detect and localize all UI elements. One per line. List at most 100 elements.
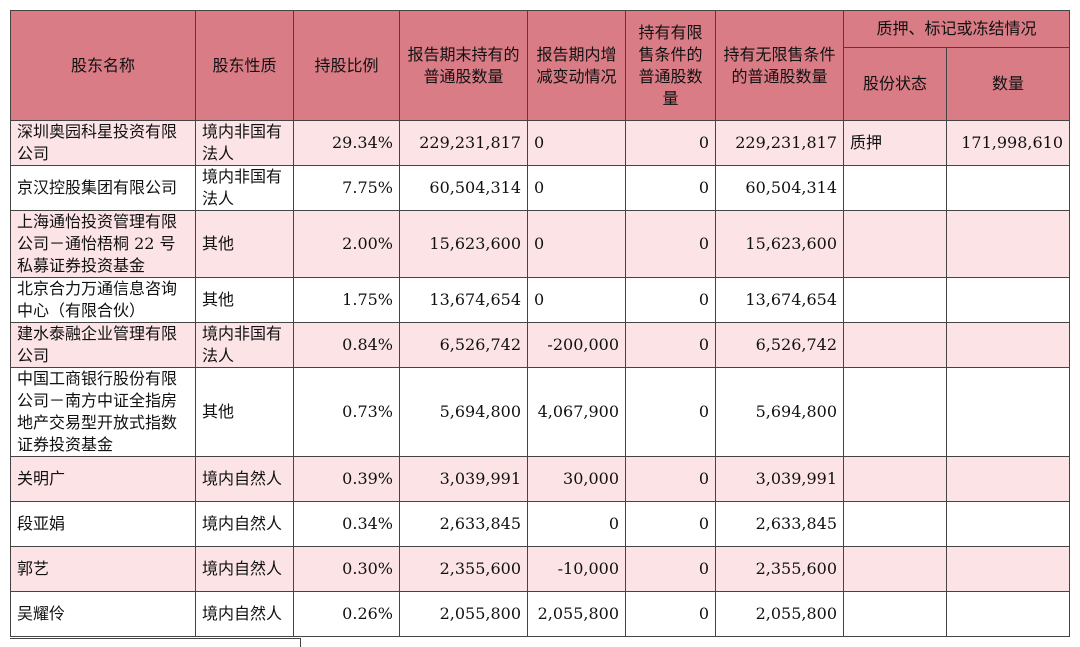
cell-ratio: 0.84% <box>293 322 400 368</box>
cell-change: 2,055,800 <box>527 591 626 637</box>
cell-end-shares: 5,694,800 <box>399 367 528 457</box>
cell-pledge-status <box>843 456 947 502</box>
cell-unrestricted: 3,039,991 <box>715 456 844 502</box>
cell-nature: 境内非国有法人 <box>195 322 294 368</box>
cell-pledge-status <box>843 210 947 278</box>
cell-pledge-qty <box>946 210 1070 278</box>
cell-unrestricted: 15,623,600 <box>715 210 844 278</box>
cell-pledge-status <box>843 546 947 592</box>
cell-restricted: 0 <box>625 591 716 637</box>
header-pledge-qty: 数量 <box>946 47 1070 121</box>
cell-end-shares: 6,526,742 <box>399 322 528 368</box>
table-row: 中国工商银行股份有限公司－南方中证全指房地产交易型开放式指数证券投资基金 其他 0.… <box>10 367 1070 457</box>
cell-pledge-qty <box>946 322 1070 368</box>
cell-ratio: 0.26% <box>293 591 400 637</box>
cell-name: 北京合力万通信息咨询中心（有限合伙） <box>10 277 196 323</box>
cell-unrestricted: 229,231,817 <box>715 120 844 166</box>
cell-change: -200,000 <box>527 322 626 368</box>
cell-ratio: 2.00% <box>293 210 400 278</box>
header-pledge-status: 股份状态 <box>843 47 947 121</box>
cell-change: 0 <box>527 277 626 323</box>
cell-name: 深圳奥园科星投资有限公司 <box>10 120 196 166</box>
cell-pledge-qty <box>946 456 1070 502</box>
cell-name: 建水泰融企业管理有限公司 <box>10 322 196 368</box>
cell-ratio: 0.39% <box>293 456 400 502</box>
cell-nature: 境内自然人 <box>195 501 294 547</box>
cell-end-shares: 3,039,991 <box>399 456 528 502</box>
table-row: 关明广 境内自然人 0.39% 3,039,991 30,000 0 3,039,991 <box>10 456 1070 502</box>
cell-end-shares: 229,231,817 <box>399 120 528 166</box>
table-row: 北京合力万通信息咨询中心（有限合伙） 其他 1.75% 13,674,654 0 0 13,… <box>10 277 1070 323</box>
cell-pledge-qty <box>946 367 1070 457</box>
cell-unrestricted: 2,055,800 <box>715 591 844 637</box>
cell-restricted: 0 <box>625 367 716 457</box>
cell-pledge-status <box>843 367 947 457</box>
cell-change: 0 <box>527 210 626 278</box>
cell-end-shares: 2,355,600 <box>399 546 528 592</box>
cell-nature: 境内自然人 <box>195 591 294 637</box>
cell-ratio: 7.75% <box>293 165 400 211</box>
cell-restricted: 0 <box>625 210 716 278</box>
cell-end-shares: 13,674,654 <box>399 277 528 323</box>
cell-restricted: 0 <box>625 322 716 368</box>
shareholder-table: 股东名称 股东性质 持股比例 报告期末持有的普通股数量 报告期内增减变动情况 持… <box>10 10 1070 637</box>
cell-end-shares: 60,504,314 <box>399 165 528 211</box>
cell-unrestricted: 60,504,314 <box>715 165 844 211</box>
cell-nature: 境内非国有法人 <box>195 120 294 166</box>
table-row: 郭艺 境内自然人 0.30% 2,355,600 -10,000 0 2,355,600 <box>10 546 1070 592</box>
cell-pledge-status: 质押 <box>843 120 947 166</box>
cell-pledge-status <box>843 501 947 547</box>
cell-restricted: 0 <box>625 546 716 592</box>
cell-ratio: 0.34% <box>293 501 400 547</box>
cell-pledge-status <box>843 591 947 637</box>
cell-name: 郭艺 <box>10 546 196 592</box>
header-change: 报告期内增减变动情况 <box>527 10 626 121</box>
header-unrestricted: 持有无限售条件的普通股数量 <box>715 10 844 121</box>
cell-pledge-qty: 171,998,610 <box>946 120 1070 166</box>
cell-restricted: 0 <box>625 277 716 323</box>
cell-nature: 其他 <box>195 277 294 323</box>
cell-ratio: 0.30% <box>293 546 400 592</box>
cell-unrestricted: 6,526,742 <box>715 322 844 368</box>
cell-name: 关明广 <box>10 456 196 502</box>
table-body: 深圳奥园科星投资有限公司 境内非国有法人 29.34% 229,231,817 0 0 22… <box>10 120 1070 637</box>
cell-restricted: 0 <box>625 501 716 547</box>
cell-end-shares: 2,055,800 <box>399 591 528 637</box>
cell-pledge-qty <box>946 277 1070 323</box>
cell-nature: 境内自然人 <box>195 546 294 592</box>
cell-change: 30,000 <box>527 456 626 502</box>
header-end-shares: 报告期末持有的普通股数量 <box>399 10 528 121</box>
next-table-fragment <box>10 638 301 647</box>
cell-pledge-qty <box>946 591 1070 637</box>
cell-change: 0 <box>527 120 626 166</box>
cell-unrestricted: 13,674,654 <box>715 277 844 323</box>
cell-ratio: 29.34% <box>293 120 400 166</box>
cell-restricted: 0 <box>625 456 716 502</box>
header-pledge-group: 质押、标记或冻结情况 <box>843 10 1070 48</box>
cell-ratio: 0.73% <box>293 367 400 457</box>
cell-change: 4,067,900 <box>527 367 626 457</box>
cell-pledge-status <box>843 322 947 368</box>
cell-end-shares: 15,623,600 <box>399 210 528 278</box>
cell-pledge-qty <box>946 501 1070 547</box>
table-row: 深圳奥园科星投资有限公司 境内非国有法人 29.34% 229,231,817 0 0 22… <box>10 120 1070 166</box>
cell-name: 中国工商银行股份有限公司－南方中证全指房地产交易型开放式指数证券投资基金 <box>10 367 196 457</box>
cell-name: 上海通怡投资管理有限公司－通怡梧桐 22 号私募证券投资基金 <box>10 210 196 278</box>
cell-ratio: 1.75% <box>293 277 400 323</box>
cell-change: 0 <box>527 165 626 211</box>
cell-change: 0 <box>527 501 626 547</box>
cell-restricted: 0 <box>625 120 716 166</box>
cell-change: -10,000 <box>527 546 626 592</box>
cell-nature: 境内非国有法人 <box>195 165 294 211</box>
table-row: 京汉控股集团有限公司 境内非国有法人 7.75% 60,504,314 0 0 60,504… <box>10 165 1070 211</box>
table-row: 建水泰融企业管理有限公司 境内非国有法人 0.84% 6,526,742 -200,00… <box>10 322 1070 368</box>
table-row: 吴耀伶 境内自然人 0.26% 2,055,800 2,055,800 0 2,055,80… <box>10 591 1070 637</box>
cell-unrestricted: 5,694,800 <box>715 367 844 457</box>
cell-name: 段亚娟 <box>10 501 196 547</box>
cell-nature: 其他 <box>195 367 294 457</box>
table-row: 上海通怡投资管理有限公司－通怡梧桐 22 号私募证券投资基金 其他 2.00% 15,… <box>10 210 1070 278</box>
cell-pledge-qty <box>946 165 1070 211</box>
header-nature: 股东性质 <box>195 10 294 121</box>
cell-end-shares: 2,633,845 <box>399 501 528 547</box>
cell-restricted: 0 <box>625 165 716 211</box>
